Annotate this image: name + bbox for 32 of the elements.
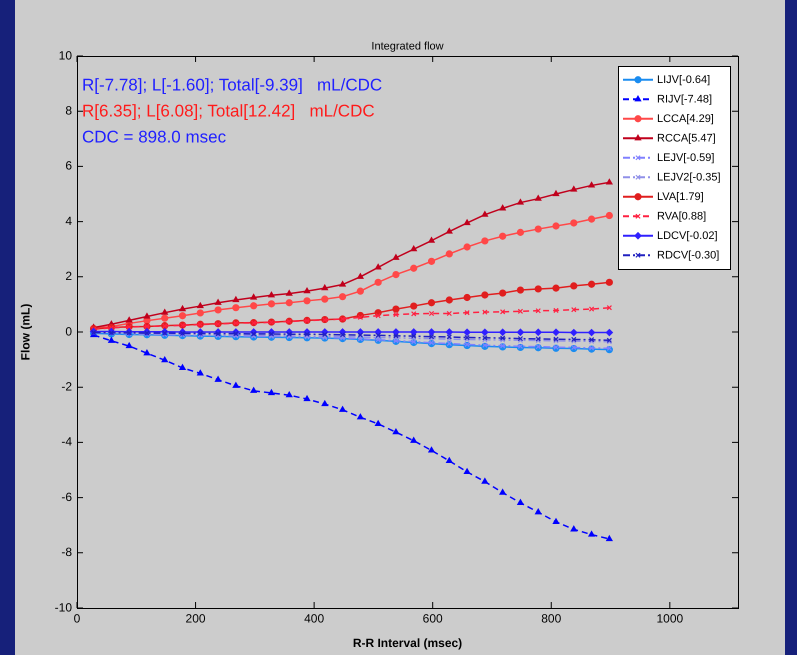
legend-label: RIJV[-7.48]: [657, 93, 712, 106]
legend-label: LVA[1.79]: [657, 190, 704, 203]
annotation: R[6.35]; L[6.08]; Total[12.42] mL/CDC: [82, 102, 375, 121]
y-tick-label: -8: [61, 545, 72, 560]
y-tick-label: 2: [65, 269, 72, 284]
y-tick-label: -10: [54, 600, 72, 614]
y-tick-label: 4: [65, 214, 72, 228]
legend-label: RVA[0.88]: [657, 210, 706, 222]
legend-label: LDCV[-0.02]: [657, 230, 718, 242]
y-tick-label: 10: [58, 48, 72, 62]
legend-label: RDCV[-0.30]: [657, 249, 720, 262]
legend-label: RCCA[5.47]: [657, 132, 716, 144]
y-tick-label: -2: [61, 380, 72, 394]
annotation: R[-7.78]; L[-1.60]; Total[-9.39] mL/CDC: [82, 76, 382, 95]
legend-label: LEJV2[-0.35]: [657, 171, 721, 184]
annotation: CDC = 898.0 msec: [82, 128, 227, 147]
x-tick-label: 200: [186, 612, 206, 626]
y-tick-label: 0: [65, 324, 72, 338]
x-tick-label: 800: [541, 612, 562, 626]
y-tick-label: -6: [61, 490, 72, 504]
legend-label: LEJV[-0.59]: [657, 152, 714, 164]
x-tick-label: 400: [304, 612, 324, 626]
x-tick-label: 600: [422, 612, 444, 626]
legend-label: LCCA[4.29]: [657, 112, 714, 125]
y-tick-label: 6: [65, 158, 72, 173]
legend-label: LIJV[-0.64]: [657, 74, 710, 86]
y-axis-title: Flow (mL): [18, 304, 33, 360]
x-tick-label: 1000: [656, 612, 684, 626]
x-axis-title: R-R Interval (msec): [352, 636, 462, 650]
chart-title: Integrated flow: [371, 40, 444, 53]
y-tick-label: 8: [65, 104, 72, 118]
y-tick-label: -4: [61, 434, 72, 449]
